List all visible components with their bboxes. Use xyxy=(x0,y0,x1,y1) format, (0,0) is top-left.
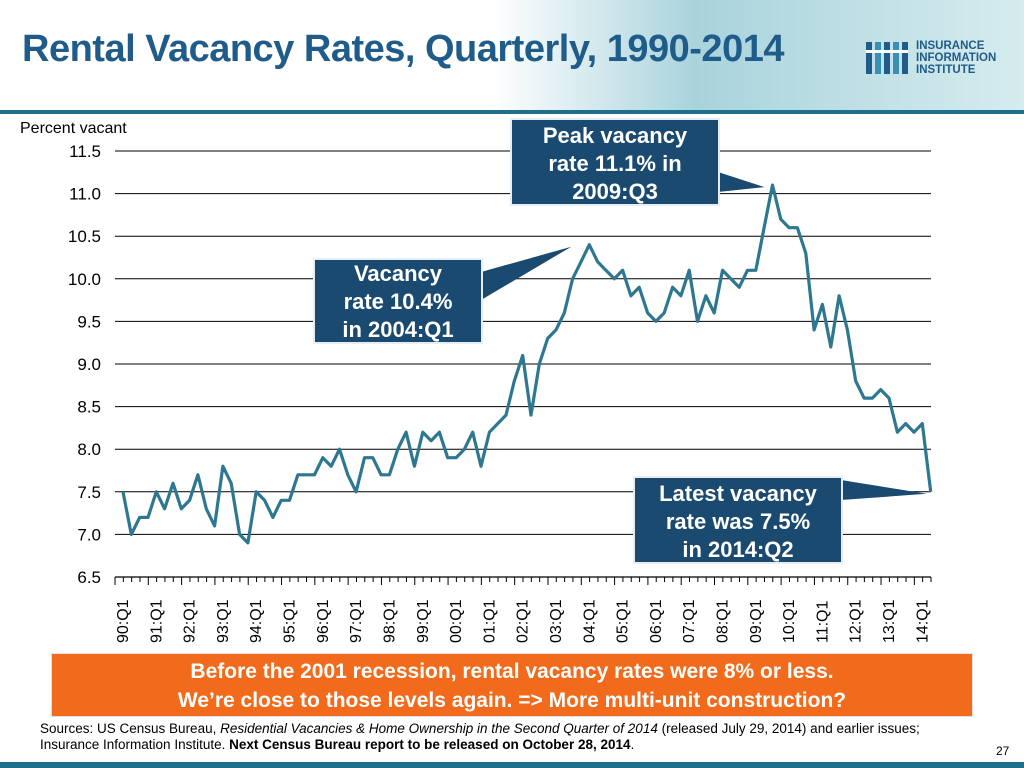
y-tick-label: 8.0 xyxy=(77,440,101,459)
y-tick-label: 9.5 xyxy=(77,312,101,331)
callout-2004: Vacancy rate 10.4% in 2004:Q1 xyxy=(313,258,483,344)
x-tick-label: 90:Q1 xyxy=(115,599,132,643)
logo-line-1: INSURANCE xyxy=(916,40,985,52)
header-band xyxy=(0,0,1024,112)
x-tick-label: 02:Q1 xyxy=(515,599,532,643)
y-tick-label: 9.0 xyxy=(77,355,101,374)
callout-latest-pointer xyxy=(841,480,927,500)
x-tick-label: 93:Q1 xyxy=(215,599,232,643)
x-tick-label: 01:Q1 xyxy=(481,599,498,643)
callout-2004-pointer xyxy=(481,246,572,300)
y-tick-label: 11.5 xyxy=(69,142,101,161)
callout-2004-line-2: rate 10.4% xyxy=(343,289,453,314)
y-tick-label: 7.0 xyxy=(77,525,101,544)
x-tick-label: 94:Q1 xyxy=(248,599,265,643)
sources-next-report: Next Census Bureau report to be released… xyxy=(229,737,631,752)
x-tick-label: 92:Q1 xyxy=(182,599,199,643)
callout-2004-line-3: in 2004:Q1 xyxy=(342,317,454,342)
y-tick-label: 10.5 xyxy=(68,227,101,246)
y-axis-label: Percent vacant xyxy=(20,120,127,137)
x-tick-label: 05:Q1 xyxy=(615,599,632,643)
y-tick-label: 11.0 xyxy=(69,185,101,204)
x-tick-label: 04:Q1 xyxy=(581,599,598,643)
takeaway-banner: Before the 2001 recession, rental vacanc… xyxy=(51,653,973,717)
x-tick-label: 95:Q1 xyxy=(282,599,299,643)
callout-peak-line-3: 2009:Q3 xyxy=(572,179,658,204)
y-tick-label: 10.0 xyxy=(68,270,101,289)
page-number: 27 xyxy=(996,744,1010,758)
header-rule xyxy=(0,110,1024,114)
sources-middle: (released July 29, 2014) and earlier iss… xyxy=(40,721,920,752)
page-title: Rental Vacancy Rates, Quarterly, 1990-20… xyxy=(22,28,784,70)
x-tick-label: 97:Q1 xyxy=(348,599,365,643)
callout-latest-line-3: in 2014:Q2 xyxy=(682,537,794,562)
x-tick-label: 91:Q1 xyxy=(148,599,165,643)
callout-2004-line-1: Vacancy xyxy=(353,261,443,286)
callout-pointers xyxy=(481,172,927,500)
banner-line-2: We’re close to those levels again. => Mo… xyxy=(177,689,847,712)
y-tick-labels: 11.5 11.0 10.5 10.0 9.5 9.0 8.5 8.0 7.5 7.0 6.5 xyxy=(68,142,101,587)
sources-report-title: Residential Vacancies & Home Ownership i… xyxy=(220,721,658,736)
callout-peak-line-2: rate 11.1% in xyxy=(548,151,682,176)
x-tick-label: 99:Q1 xyxy=(415,599,432,643)
x-tick-label: 98:Q1 xyxy=(381,599,398,643)
callout-peak-line-1: Peak vacancy xyxy=(542,123,688,148)
y-tick-label: 7.5 xyxy=(77,483,101,502)
x-tick-label: 06:Q1 xyxy=(648,599,665,643)
series-line xyxy=(121,183,933,545)
sources-prefix: Sources: US Census Bureau, xyxy=(40,721,221,736)
x-tick-label: 09:Q1 xyxy=(748,599,765,643)
callout-latest-line-2: rate was 7.5% xyxy=(665,509,811,534)
x-tick-label: 12:Q1 xyxy=(848,599,865,643)
x-tick-label: 11:Q1 xyxy=(814,601,831,644)
x-tick-label: 13:Q1 xyxy=(881,599,898,643)
x-axis: 90:Q1 91:Q1 92:Q1 93:Q1 94:Q1 95:Q1 96:Q1 97:Q1… xyxy=(114,576,932,644)
iii-logo-mark-icon xyxy=(866,42,908,74)
x-tick-label: 14:Q1 xyxy=(914,599,931,643)
x-tick-label: 96:Q1 xyxy=(315,599,332,643)
logo-line-2: INFORMATION xyxy=(916,52,997,64)
sources-note: Sources: US Census Bureau, Residential V… xyxy=(40,721,970,753)
sources-suffix: . xyxy=(630,737,635,752)
y-tick-label: 8.5 xyxy=(77,398,101,417)
footer-bar xyxy=(0,762,1024,768)
x-tick-label: 03:Q1 xyxy=(548,599,565,643)
callout-latest: Latest vacancy rate was 7.5% in 2014:Q2 xyxy=(633,476,843,564)
callout-peak: Peak vacancy rate 11.1% in 2009:Q3 xyxy=(510,118,720,206)
x-tick-label: 10:Q1 xyxy=(781,599,798,643)
banner-line-1: Before the 2001 recession, rental vacanc… xyxy=(190,660,834,683)
logo-line-3: INSTITUTE xyxy=(916,64,976,76)
iii-logo-text: INSURANCE INFORMATION INSTITUTE xyxy=(916,40,996,76)
y-tick-label: 6.5 xyxy=(77,568,101,587)
x-tick-label: 00:Q1 xyxy=(448,599,465,643)
x-tick-label: 08:Q1 xyxy=(715,599,732,643)
iii-logo: INSURANCE INFORMATION INSTITUTE xyxy=(866,36,1016,80)
callout-peak-pointer xyxy=(718,172,765,192)
x-tick-label: 07:Q1 xyxy=(681,599,698,643)
callout-latest-line-1: Latest vacancy xyxy=(659,481,817,506)
